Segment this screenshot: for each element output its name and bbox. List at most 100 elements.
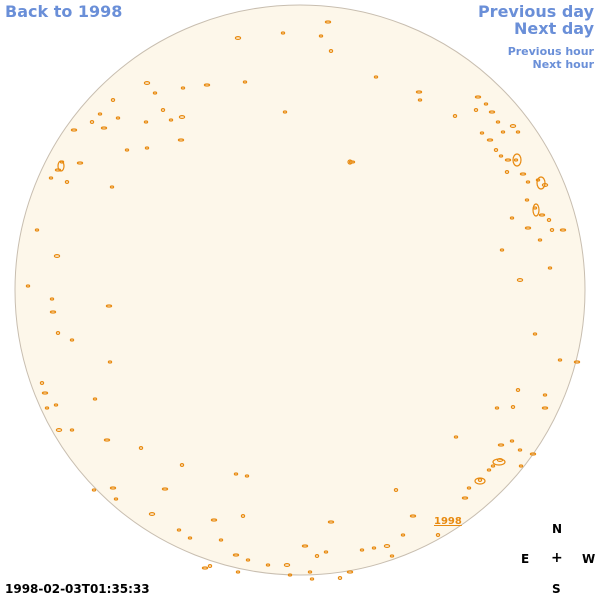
contour-blob bbox=[287, 573, 293, 577]
contour-blob bbox=[346, 570, 354, 574]
contour-blob bbox=[233, 472, 239, 476]
contour-blob bbox=[143, 120, 149, 124]
contour-blob bbox=[532, 332, 538, 336]
contour-blob bbox=[479, 131, 485, 135]
contour-blob bbox=[510, 405, 516, 410]
contour-blob bbox=[70, 128, 78, 132]
contour-blob bbox=[504, 170, 510, 175]
contour-blob bbox=[524, 226, 532, 230]
contour-blob bbox=[232, 553, 240, 557]
contour-blob bbox=[177, 138, 185, 142]
contour-blob bbox=[39, 381, 45, 386]
contour-blob bbox=[453, 435, 459, 439]
contour-blob bbox=[486, 138, 494, 142]
contour-blob bbox=[187, 536, 193, 540]
contour-blob bbox=[25, 284, 31, 288]
contour-blob bbox=[513, 158, 519, 162]
contour-blob bbox=[55, 428, 63, 433]
contour-blob bbox=[143, 80, 151, 85]
contour-blob bbox=[499, 248, 505, 252]
observation-timestamp: 1998-02-03T01:35:33 bbox=[5, 582, 150, 596]
contour-loop bbox=[532, 203, 540, 217]
contour-blob bbox=[498, 154, 504, 158]
contour-blob bbox=[529, 452, 537, 456]
contour-blob bbox=[497, 443, 505, 447]
next-day-link[interactable]: Next day bbox=[514, 19, 594, 38]
contour-blob bbox=[218, 538, 224, 542]
contour-blob bbox=[524, 198, 530, 202]
contour-blob bbox=[519, 172, 527, 176]
contour-blob bbox=[110, 97, 116, 102]
contour-blob bbox=[242, 80, 248, 84]
contour-blob bbox=[493, 148, 499, 153]
contour-blob bbox=[573, 360, 581, 364]
contour-blob bbox=[91, 488, 97, 492]
contour-blob bbox=[41, 391, 49, 395]
contour-blob bbox=[280, 31, 286, 35]
next-hour-link[interactable]: Next hour bbox=[532, 58, 595, 71]
contour-blob bbox=[383, 543, 391, 548]
contour-blob bbox=[240, 513, 246, 518]
compass-west-label: W bbox=[582, 552, 596, 566]
contour-blob bbox=[486, 468, 492, 472]
contour-blob bbox=[49, 310, 57, 314]
contour-blob bbox=[179, 463, 185, 468]
contour-blob bbox=[210, 518, 218, 522]
contour-blob bbox=[483, 102, 489, 106]
contour-blob bbox=[53, 254, 61, 259]
contour-blob bbox=[161, 487, 169, 491]
contour-blob bbox=[495, 120, 501, 124]
contour-blob bbox=[314, 553, 320, 558]
magnetogram-contours bbox=[25, 20, 581, 581]
contour-loop bbox=[512, 153, 522, 167]
contour-blob bbox=[415, 90, 423, 94]
contour-blob bbox=[176, 528, 182, 532]
contour-blob bbox=[541, 406, 549, 410]
contour-blob bbox=[452, 113, 458, 118]
contour-blob bbox=[203, 83, 211, 87]
contour-blob bbox=[371, 546, 377, 550]
contour-blob bbox=[525, 180, 531, 184]
year-tag-link[interactable]: 1998 bbox=[434, 516, 462, 527]
compass-south-label: S bbox=[552, 582, 561, 596]
contour-blob bbox=[64, 180, 70, 185]
contour-blob bbox=[53, 403, 59, 407]
contour-blob bbox=[103, 438, 111, 442]
contour-blob bbox=[282, 110, 288, 114]
previous-hour-link[interactable]: Previous hour bbox=[507, 45, 594, 58]
contour-blob bbox=[100, 126, 108, 130]
contour-blob bbox=[49, 297, 55, 301]
contour-blob bbox=[124, 148, 130, 152]
contour-blob bbox=[473, 107, 479, 112]
contour-blob bbox=[144, 146, 150, 150]
contour-blob bbox=[559, 228, 567, 232]
back-to-year-link[interactable]: Back to 1998 bbox=[5, 2, 123, 21]
contour-blob bbox=[318, 34, 324, 38]
solar-disk bbox=[14, 4, 586, 576]
contour-loop bbox=[474, 477, 486, 485]
contour-blob bbox=[92, 397, 98, 401]
contour-blob bbox=[549, 228, 555, 233]
contour-blob bbox=[44, 406, 50, 410]
contour-blob bbox=[500, 130, 506, 134]
contour-blob bbox=[557, 358, 563, 362]
contour-blob bbox=[89, 119, 95, 124]
contour-blob bbox=[547, 266, 553, 270]
contour-blob bbox=[324, 20, 332, 24]
contour-blob bbox=[542, 393, 548, 397]
contour-blob bbox=[323, 550, 329, 554]
contour-blob bbox=[504, 158, 512, 162]
contour-blob bbox=[201, 566, 209, 570]
contour-blob bbox=[373, 75, 379, 79]
contour-blob bbox=[518, 464, 524, 468]
contour-loop bbox=[57, 160, 65, 172]
contour-blob bbox=[490, 464, 496, 468]
previous-day-link[interactable]: Previous day bbox=[477, 2, 594, 21]
contour-blob bbox=[69, 338, 75, 342]
contour-blob bbox=[509, 439, 515, 443]
contour-blob bbox=[309, 577, 315, 581]
compass-center-icon: + bbox=[551, 550, 563, 566]
contour-blob bbox=[307, 570, 313, 574]
contour-blob bbox=[69, 428, 75, 432]
contour-blob bbox=[76, 161, 84, 165]
